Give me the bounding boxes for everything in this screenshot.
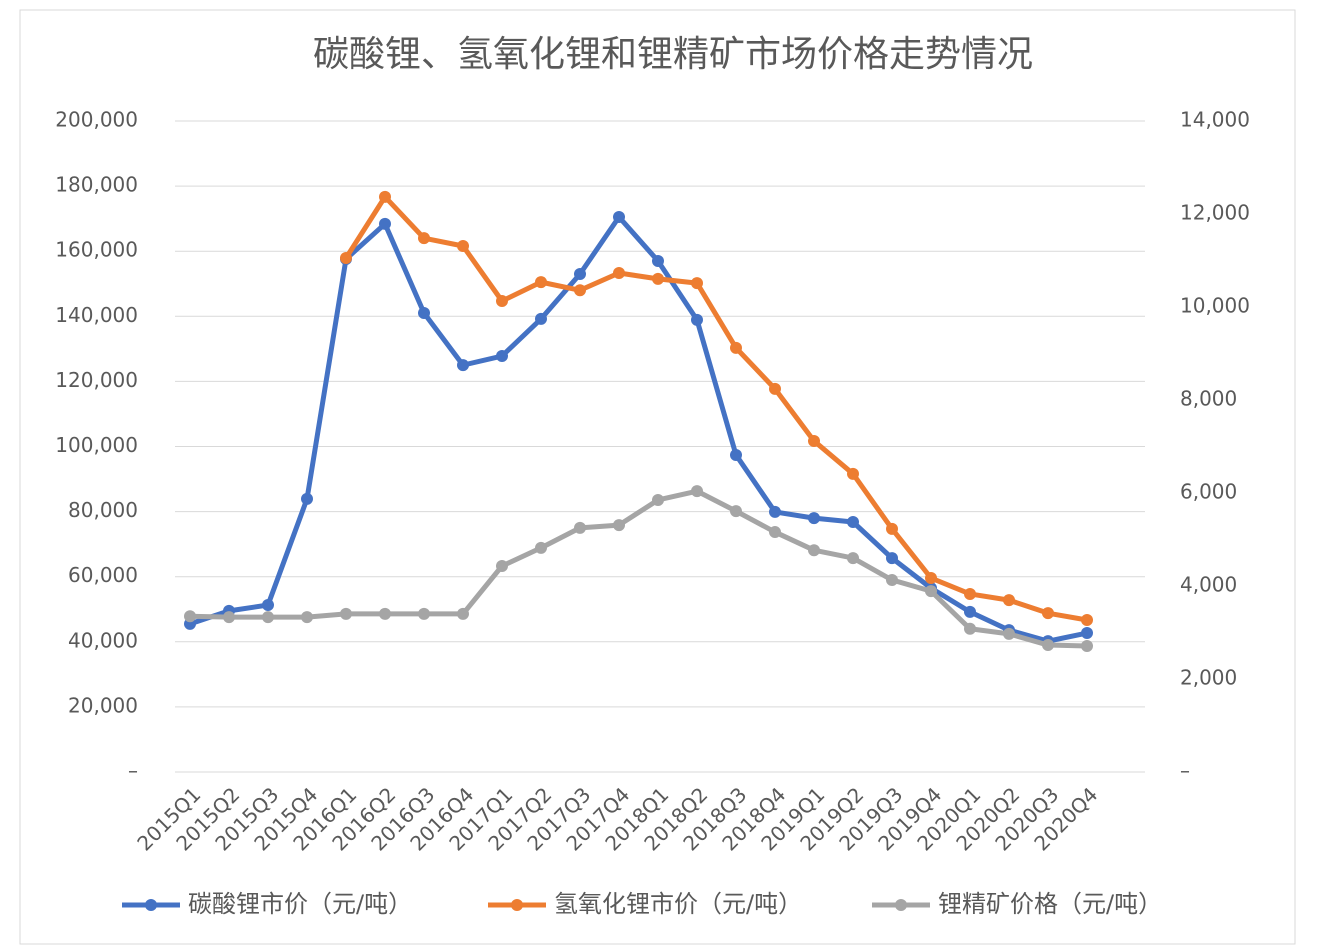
data-point (730, 341, 742, 354)
data-point (691, 485, 703, 498)
y-tick-label: 120,000 (55, 368, 138, 392)
data-point (1081, 627, 1093, 640)
data-point (769, 382, 781, 395)
legend-label: 碳酸锂市价（元/吨） (188, 890, 412, 918)
data-point (613, 519, 625, 532)
data-point (730, 505, 742, 518)
data-point (886, 552, 898, 565)
data-point (535, 276, 547, 289)
y2-tick-label: – (1180, 759, 1190, 783)
data-point (184, 610, 196, 623)
data-point (652, 493, 664, 506)
y-tick-label: 100,000 (55, 433, 138, 457)
data-point (496, 350, 508, 363)
data-point (535, 541, 547, 554)
data-point (808, 434, 820, 447)
y-tick-label: – (128, 759, 138, 783)
data-point (925, 585, 937, 598)
data-point (1042, 607, 1054, 620)
data-point (418, 607, 430, 620)
data-point (730, 448, 742, 461)
legend-marker (511, 899, 523, 911)
y-tick-label: 60,000 (68, 563, 138, 587)
data-point (613, 267, 625, 280)
series-line (189, 488, 1088, 649)
y2-tick-label: 6,000 (1180, 480, 1237, 504)
data-point (1081, 639, 1093, 652)
data-point (574, 284, 586, 297)
data-point (847, 552, 859, 565)
chart-title: 碳酸锂、氢氧化锂和锂精矿市场价格走势情况 (313, 34, 1033, 75)
data-point (457, 239, 469, 252)
chart-frame (19, 9, 1296, 945)
series-line (189, 214, 1088, 644)
data-point (379, 190, 391, 203)
y-tick-label: 140,000 (55, 303, 138, 327)
data-point (379, 217, 391, 230)
data-point (808, 544, 820, 557)
data-point (613, 211, 625, 224)
data-point (964, 587, 976, 600)
data-point (925, 572, 937, 585)
y-tick-label: 160,000 (55, 238, 138, 262)
data-point (691, 313, 703, 326)
y2-tick-label: 12,000 (1180, 201, 1250, 225)
data-point (301, 611, 313, 624)
data-point (262, 599, 274, 612)
data-point (574, 521, 586, 534)
data-point (886, 522, 898, 535)
data-point (769, 526, 781, 539)
y2-tick-label: 10,000 (1180, 294, 1250, 318)
series-line (343, 194, 1088, 623)
legend-marker (895, 899, 907, 911)
data-point (379, 607, 391, 620)
legend-marker (145, 899, 157, 911)
data-point (496, 295, 508, 308)
data-point (340, 607, 352, 620)
data-point (340, 252, 352, 265)
data-point (301, 492, 313, 505)
data-point (418, 232, 430, 245)
data-point (457, 359, 469, 372)
data-point (652, 272, 664, 285)
y-tick-label: 180,000 (55, 173, 138, 197)
data-point (496, 560, 508, 573)
y-tick-label: 40,000 (68, 628, 138, 652)
data-point (574, 267, 586, 280)
data-point (691, 277, 703, 290)
data-point (847, 467, 859, 480)
data-point (808, 512, 820, 525)
data-point (457, 607, 469, 620)
data-point (769, 505, 781, 518)
data-point (652, 254, 664, 267)
data-point (1003, 627, 1015, 640)
y2-tick-label: 8,000 (1180, 387, 1237, 411)
y-tick-label: 80,000 (68, 498, 138, 522)
data-point (1003, 594, 1015, 607)
data-point (535, 312, 547, 325)
data-point (223, 611, 235, 624)
legend-label: 锂精矿价格（元/吨） (938, 890, 1162, 918)
data-point (886, 573, 898, 586)
data-point (262, 611, 274, 624)
y2-tick-label: 14,000 (1180, 108, 1250, 132)
data-point (418, 307, 430, 320)
data-point (847, 516, 859, 529)
y2-tick-label: 4,000 (1180, 573, 1237, 597)
y2-tick-label: 2,000 (1180, 666, 1237, 690)
data-point (964, 605, 976, 618)
data-point (964, 622, 976, 635)
legend-label: 氢氧化锂市价（元/吨） (554, 890, 802, 918)
y-tick-label: 200,000 (55, 108, 138, 132)
y-tick-label: 20,000 (68, 693, 138, 717)
data-point (1081, 613, 1093, 626)
data-point (1042, 639, 1054, 652)
